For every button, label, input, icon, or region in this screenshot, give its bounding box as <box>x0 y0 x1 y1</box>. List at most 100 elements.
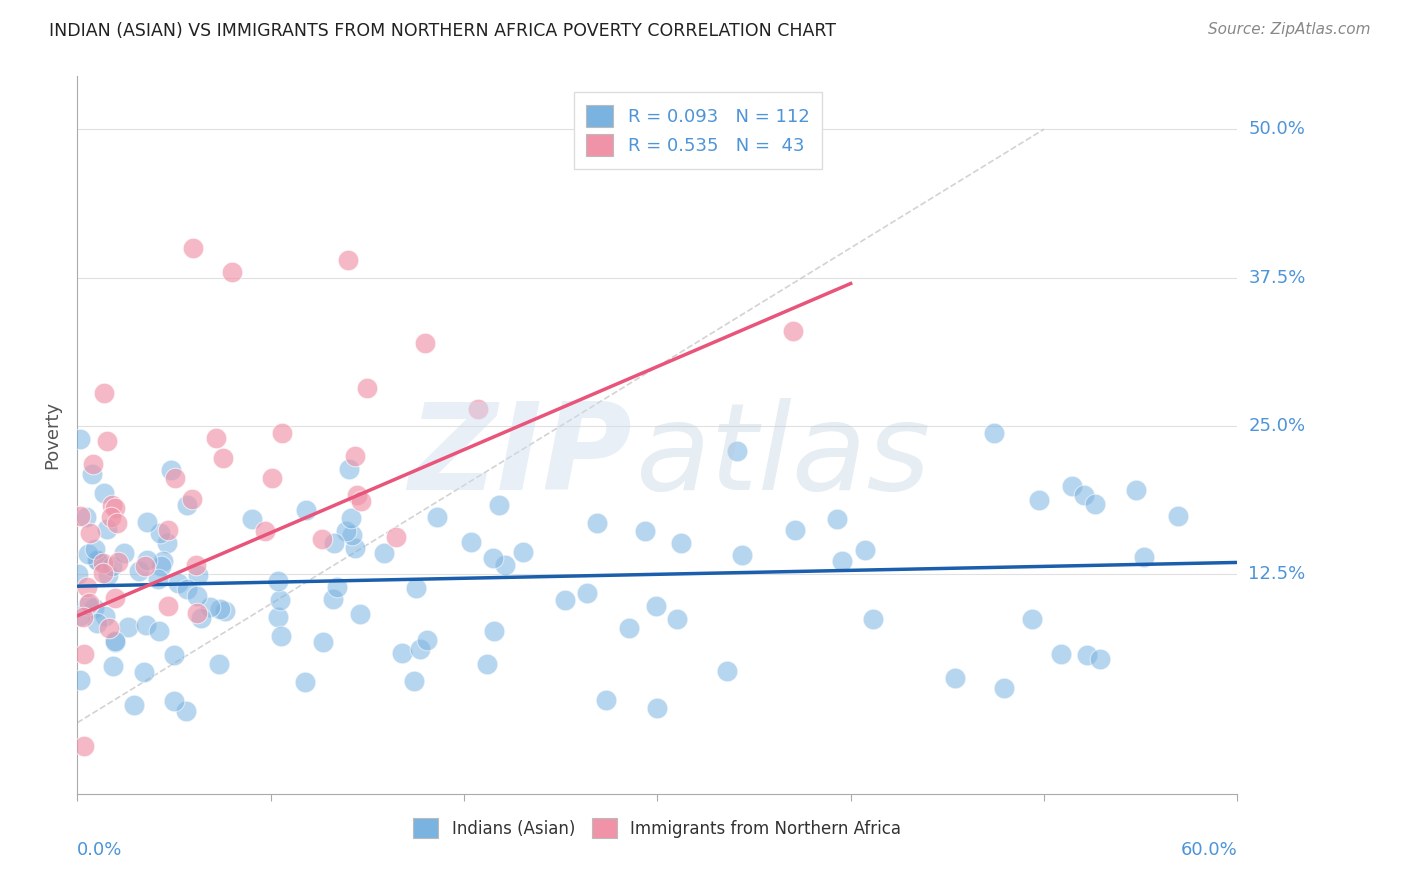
Point <box>69 673 91 688</box>
Point <box>67 567 90 582</box>
Point <box>240 511 263 525</box>
Point <box>983 425 1005 440</box>
Text: 25.0%: 25.0% <box>1249 417 1306 435</box>
Point <box>69 509 91 524</box>
Point <box>409 642 432 657</box>
Point <box>731 548 754 562</box>
Point <box>104 635 127 649</box>
Point <box>460 534 482 549</box>
Point <box>150 558 173 573</box>
Point <box>86 553 108 567</box>
Point <box>208 657 231 672</box>
Point <box>160 463 183 477</box>
Point <box>83 541 105 556</box>
Point <box>75 510 97 524</box>
Point <box>157 599 180 613</box>
Point <box>94 609 117 624</box>
Point <box>72 610 94 624</box>
Point <box>725 444 748 458</box>
Point <box>831 554 853 568</box>
Point <box>1084 497 1107 511</box>
Point <box>214 604 236 618</box>
Point <box>312 635 335 649</box>
Point <box>186 590 208 604</box>
Point <box>149 526 172 541</box>
Point <box>853 543 876 558</box>
Point <box>346 488 368 502</box>
Point <box>782 324 804 338</box>
Point <box>337 461 360 475</box>
Point <box>495 558 517 572</box>
Point <box>267 574 290 588</box>
Text: 50.0%: 50.0% <box>1249 120 1305 138</box>
Point <box>128 564 150 578</box>
Point <box>416 633 439 648</box>
Point <box>91 556 114 570</box>
Point <box>311 532 333 546</box>
Point <box>156 535 179 549</box>
Point <box>165 471 187 485</box>
Point <box>413 335 436 350</box>
Point <box>1090 652 1112 666</box>
Point <box>69 609 91 624</box>
Point <box>96 434 118 449</box>
Point <box>198 600 221 615</box>
Point <box>107 555 129 569</box>
Point <box>72 739 94 754</box>
Point <box>93 485 115 500</box>
Point <box>221 265 243 279</box>
Point <box>96 522 118 536</box>
Point <box>79 526 101 541</box>
Point <box>344 450 367 464</box>
Point <box>117 620 139 634</box>
Point <box>135 618 157 632</box>
Point <box>335 524 357 538</box>
Point <box>93 385 115 400</box>
Point <box>83 601 105 615</box>
Text: 37.5%: 37.5% <box>1249 268 1306 286</box>
Point <box>595 693 617 707</box>
Point <box>73 647 96 661</box>
Point <box>862 612 884 626</box>
Point <box>716 664 738 678</box>
Point <box>294 674 316 689</box>
Point <box>269 593 291 607</box>
Point <box>482 551 505 566</box>
Point <box>208 601 231 615</box>
Point <box>104 591 127 606</box>
Point <box>87 554 110 568</box>
Point <box>373 546 395 560</box>
Point <box>204 431 226 445</box>
Point <box>163 694 186 708</box>
Legend: Indians (Asian), Immigrants from Northern Africa: Indians (Asian), Immigrants from Norther… <box>405 810 910 847</box>
Point <box>634 524 657 538</box>
Point <box>186 606 208 620</box>
Point <box>337 252 360 267</box>
Point <box>262 471 284 485</box>
Point <box>825 512 848 526</box>
Text: 12.5%: 12.5% <box>1249 566 1306 583</box>
Point <box>122 698 145 712</box>
Point <box>1021 612 1043 626</box>
Point <box>467 402 489 417</box>
Point <box>1125 483 1147 498</box>
Point <box>323 536 346 550</box>
Point <box>1133 549 1156 564</box>
Point <box>785 523 807 537</box>
Point <box>101 498 124 512</box>
Point <box>993 681 1015 696</box>
Point <box>270 425 292 440</box>
Point <box>253 524 276 538</box>
Point <box>69 432 91 446</box>
Point <box>190 610 212 624</box>
Point <box>101 558 124 573</box>
Point <box>1073 488 1095 502</box>
Point <box>167 575 190 590</box>
Point <box>134 558 156 573</box>
Text: 60.0%: 60.0% <box>1181 840 1237 859</box>
Point <box>156 523 179 537</box>
Point <box>477 657 499 672</box>
Text: ZIP: ZIP <box>408 398 631 515</box>
Point <box>148 624 170 638</box>
Point <box>176 498 198 512</box>
